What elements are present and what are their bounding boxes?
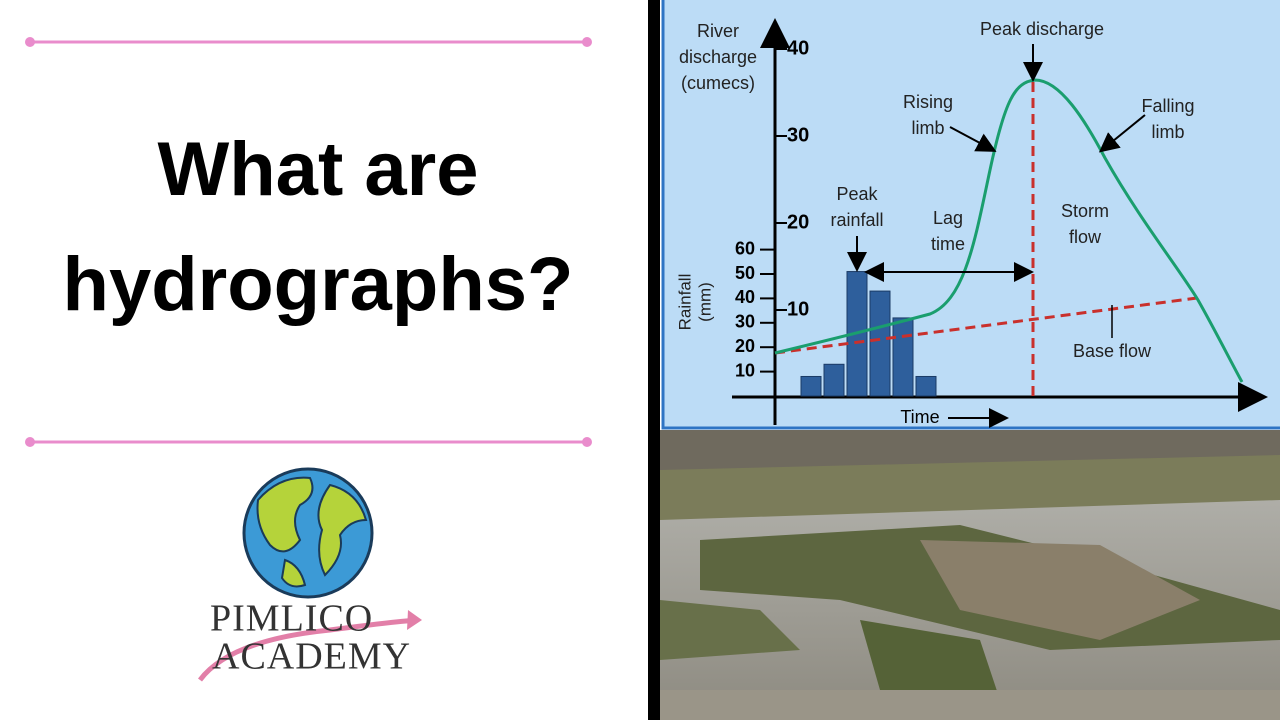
- annotation: rainfall: [830, 210, 883, 230]
- annotation: limb: [1151, 122, 1184, 142]
- rainfall-bar: [800, 375, 822, 397]
- pointer: [949, 126, 997, 152]
- y-axis-label: (cumecs): [681, 73, 755, 93]
- chart-box: [661, 0, 1280, 430]
- y2-tick-label: 30: [735, 312, 755, 332]
- logo-text: PIMLICO: [210, 598, 373, 640]
- y-axis-label: River: [697, 21, 739, 41]
- annotation: Peak discharge: [980, 19, 1104, 39]
- title-line: What are: [158, 127, 479, 212]
- y-axis-label: discharge: [679, 47, 757, 67]
- left-panel: What are hydrographs? PIMLICO ACADEMY: [25, 37, 592, 682]
- annotation: Peak: [836, 184, 878, 204]
- annotation: limb: [911, 118, 944, 138]
- y-tick-label: 40: [787, 37, 809, 59]
- dot: [582, 37, 592, 47]
- panel-border: [648, 0, 660, 720]
- dot: [25, 437, 35, 447]
- y2-axis-label: Rainfall: [675, 274, 694, 331]
- annotation: flow: [1069, 227, 1102, 247]
- y2-axis-label: (mm): [695, 282, 714, 322]
- rainfall-bar: [869, 290, 891, 397]
- dot: [582, 437, 592, 447]
- y-tick-label: 10: [787, 298, 809, 320]
- y2-tick-label: 40: [735, 287, 755, 307]
- flood-photo: [660, 430, 1280, 720]
- globe: [242, 467, 374, 599]
- hydrograph: 10 20 30 40 10 20 30 40 50 60 River discharge (cumec…: [675, 18, 1268, 428]
- annotation: Lag: [933, 208, 963, 228]
- y2-tick-label: 20: [735, 336, 755, 356]
- y-tick-label: 20: [787, 211, 809, 233]
- logo-text: ACADEMY: [212, 636, 411, 678]
- annotation: Falling: [1141, 96, 1194, 116]
- rainfall-bar: [823, 363, 845, 397]
- annotation: Base flow: [1073, 341, 1152, 361]
- base-flow-line: [774, 296, 1198, 355]
- annotation: Rising: [903, 92, 953, 112]
- rainfall-bar: [915, 375, 937, 397]
- annotation: time: [931, 234, 965, 254]
- y2-tick-label: 60: [735, 238, 755, 258]
- pointer: [1098, 114, 1146, 153]
- annotation: Storm: [1061, 201, 1109, 221]
- dot: [25, 37, 35, 47]
- y-tick-label: 30: [787, 124, 809, 146]
- rainfall-bar: [892, 317, 914, 397]
- y2-tick-label: 50: [735, 263, 755, 283]
- logo: PIMLICO ACADEMY: [198, 598, 422, 682]
- title-line: hydrographs?: [63, 242, 574, 327]
- x-axis-label: Time: [900, 407, 939, 427]
- y2-tick-label: 10: [735, 360, 755, 380]
